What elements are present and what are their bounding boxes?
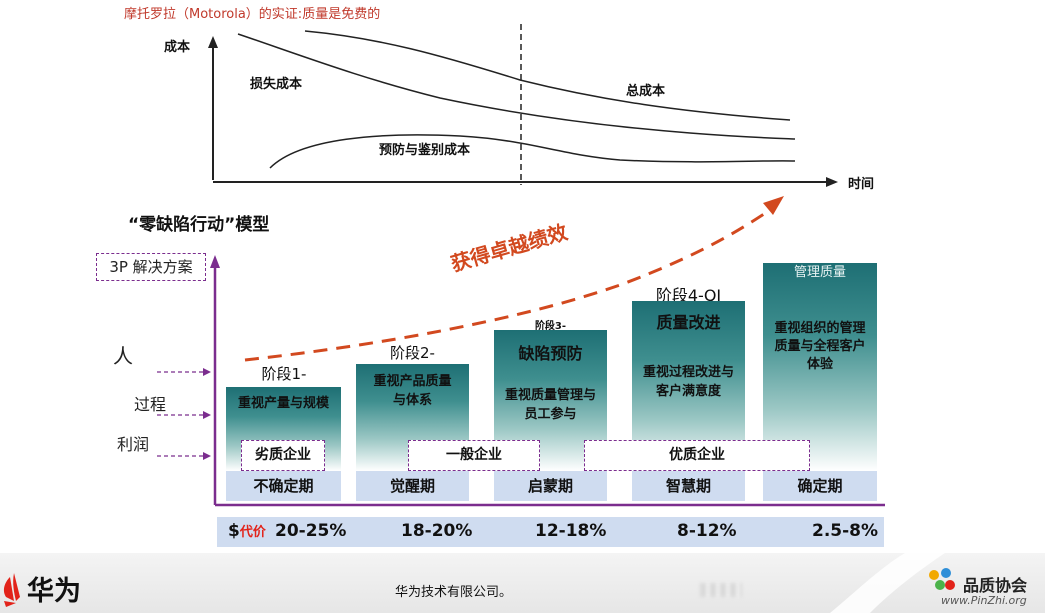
stage-5-block: 管理质量 重视组织的管理质量与全程客户体验 xyxy=(763,263,877,471)
trend-arrow-curve xyxy=(244,208,771,362)
stage-3-label: 阶段3- xyxy=(534,321,567,332)
enterprise-average: 一般企业 xyxy=(408,440,540,471)
x-axis-label: 时间 xyxy=(848,177,875,192)
cost-row xyxy=(217,517,884,547)
footer-decoration xyxy=(3,553,955,613)
x-axis-arrow xyxy=(826,177,838,187)
cost-range-3: 12-18% xyxy=(535,521,607,541)
pinzhi-brand-name: 品质协会 xyxy=(963,576,1028,595)
factor-process: 过程 xyxy=(134,395,167,414)
stage-1-desc: 重视产量与规模 xyxy=(237,396,329,411)
prevention-cost-curve xyxy=(269,134,796,169)
stage-4-desc: 重视过程改进与客户满意度 xyxy=(642,365,734,399)
cost-symbol: $ xyxy=(228,521,240,541)
stage-3-title: 缺陷预防 xyxy=(518,344,583,363)
cost-prefix: $代价 xyxy=(228,521,266,541)
enterprise-excellent: 优质企业 xyxy=(584,440,810,471)
stage-2-desc: 重视产品质量与体系 xyxy=(373,374,452,408)
stage-4-label: 阶段4-QI xyxy=(655,286,722,305)
period-3: 启蒙期 xyxy=(494,471,607,501)
stage-2-label: 阶段2- xyxy=(390,344,435,362)
model-y-axis-arrow xyxy=(210,255,220,268)
stage-5-desc: 重视组织的管理质量与全程客户体验 xyxy=(774,321,866,372)
y-axis-arrow xyxy=(208,36,218,48)
loss-cost-label: 损失成本 xyxy=(250,77,303,92)
cost-curve-chart xyxy=(208,24,838,187)
stage-4-title: 质量改进 xyxy=(656,313,721,332)
period-5: 确定期 xyxy=(763,471,877,501)
total-cost-label: 总成本 xyxy=(626,84,666,99)
stage-1-label: 阶段1- xyxy=(261,365,307,383)
footer-swoosh xyxy=(830,553,945,613)
prevention-cost-label: 预防与鉴别成本 xyxy=(379,143,471,158)
total-cost-curve xyxy=(304,30,791,121)
page-title: 摩托罗拉（Motorola）的实证:质量是免费的 xyxy=(124,7,381,22)
model-title: “零缺陷行动”模型 xyxy=(128,215,270,235)
huawei-logo-icon xyxy=(3,573,20,607)
cost-range-1: 20-25% xyxy=(275,521,347,541)
blurred-text xyxy=(700,583,742,597)
huawei-brand-name: 华为 xyxy=(27,576,81,607)
cost-range-4: 8-12% xyxy=(677,521,737,541)
pinzhi-logo-icon xyxy=(929,568,955,590)
period-2: 觉醒期 xyxy=(356,471,469,501)
enterprise-inferior: 劣质企业 xyxy=(241,440,325,471)
pinzhi-url: www.PinZhi.org xyxy=(941,594,1027,607)
loss-cost-curve xyxy=(237,33,796,140)
cost-range-2: 18-20% xyxy=(401,521,473,541)
stage-5-title: 管理质量 xyxy=(793,265,846,280)
cost-range-5: 2.5-8% xyxy=(812,521,879,541)
factor-people: 人 xyxy=(113,344,133,368)
trend-arrow-head xyxy=(763,196,784,215)
period-4: 智慧期 xyxy=(632,471,745,501)
solution-label-box: 3P 解决方案 xyxy=(96,253,206,281)
cost-label: 代价 xyxy=(239,525,266,540)
footer-company-text: 华为技术有限公司。 xyxy=(395,585,513,600)
stage-3-desc: 重视质量管理与员工参与 xyxy=(504,388,596,422)
period-1: 不确定期 xyxy=(226,471,341,501)
factor-profit: 利润 xyxy=(117,435,150,454)
y-axis-label: 成本 xyxy=(164,40,191,55)
